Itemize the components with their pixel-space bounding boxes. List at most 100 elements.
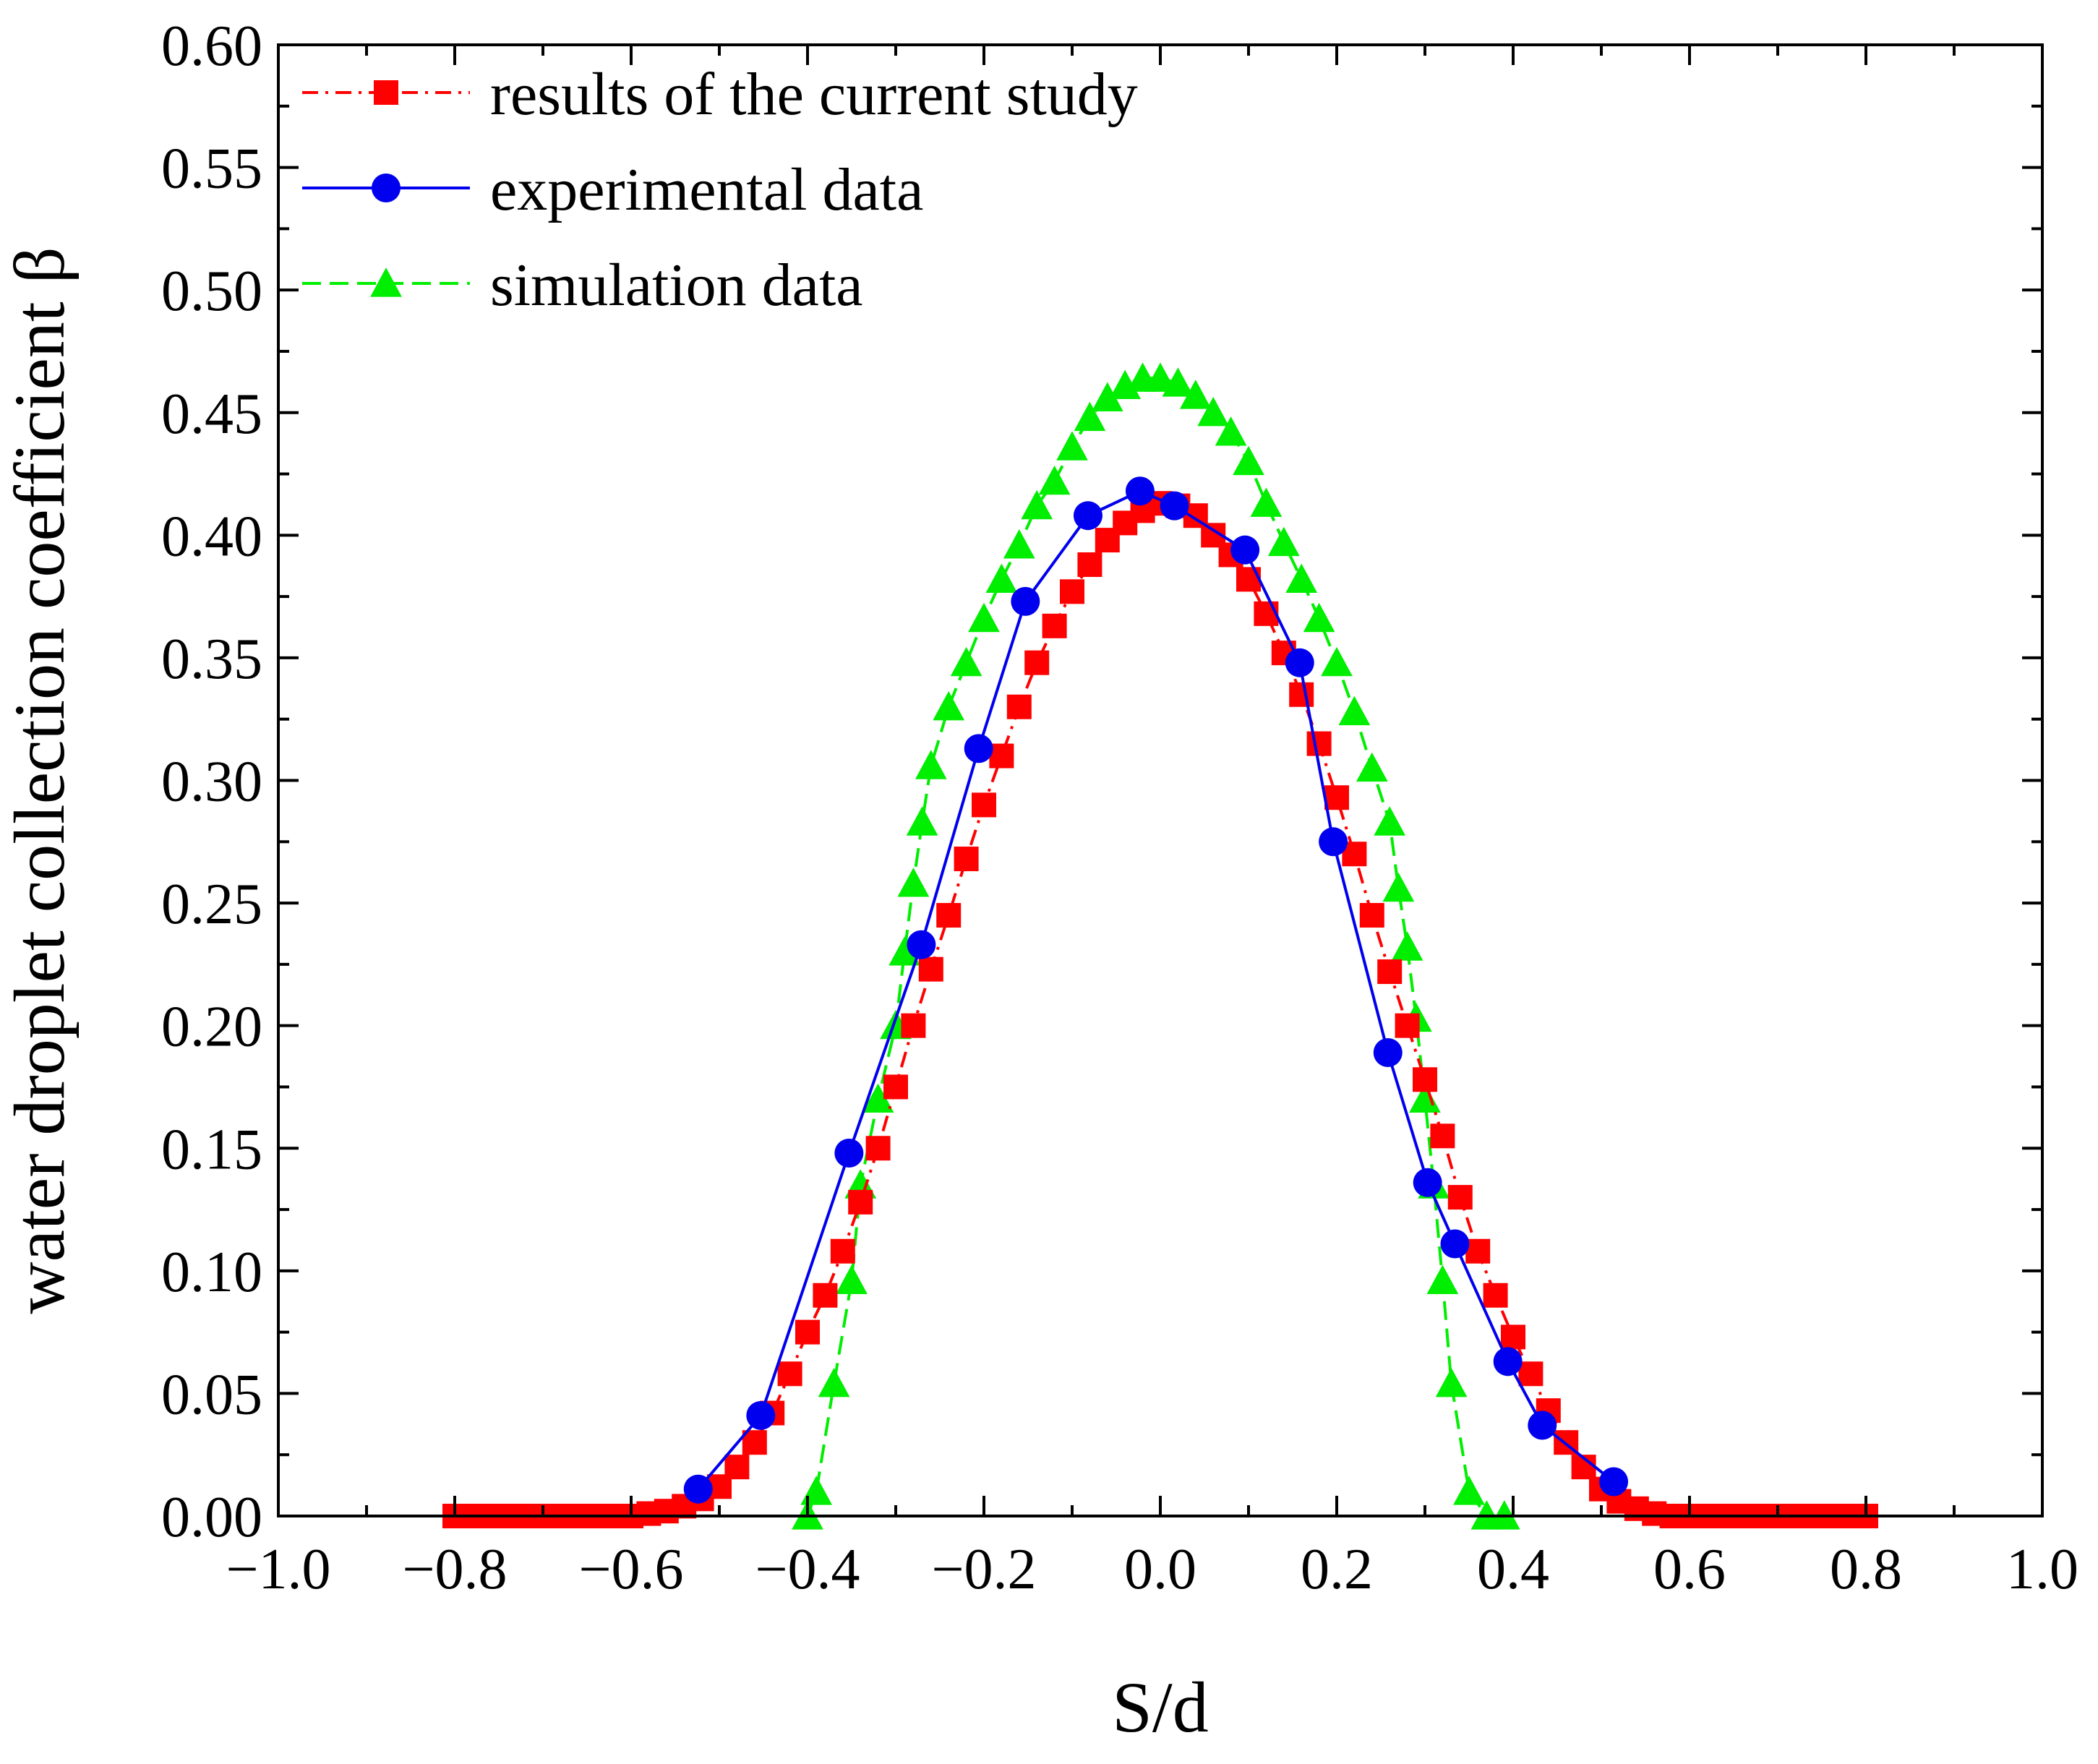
y-tick-label: 0.25 [161,873,262,936]
data-point-triangle [836,1264,868,1294]
data-point-square [1042,613,1067,638]
y-axis-ticks: 0.00 0.05 0.10 0.15 0.20 0.25 0.30 0.35 0.40 0.45… [161,14,2042,1549]
data-point-triangle [1074,401,1106,432]
data-point-triangle [1215,416,1247,446]
series-line [455,502,1866,1517]
data-point-triangle [906,806,938,836]
x-tick-label: −0.6 [578,1538,683,1601]
data-point-square [1006,694,1032,719]
data-point-triangle [1338,695,1371,726]
x-tick-label: 0.0 [1124,1538,1196,1601]
data-point-triangle [1091,382,1123,411]
legend-label: experimental data [490,156,923,223]
data-point-square [936,903,962,928]
data-point-square [1447,1185,1473,1210]
legend-label: results of the current study [490,61,1138,128]
data-point-triangle [1021,489,1053,520]
data-point-triangle [800,1476,833,1505]
y-tick-label: 0.00 [161,1486,262,1549]
x-tick-label: −1.0 [226,1538,330,1601]
data-point-square [1413,1067,1437,1092]
data-point-triangle [1233,445,1264,476]
data-point-square [1077,552,1102,578]
data-point-square [883,1074,908,1100]
data-point-circle [1285,648,1314,677]
legend-marker-circle [372,174,401,202]
data-point-triangle [1391,931,1423,961]
data-point-square [1430,1123,1455,1149]
y-tick-label: 0.40 [161,505,262,568]
data-point-triangle [915,750,947,779]
data-point-square [1377,959,1403,985]
series-square [442,491,1878,1528]
data-point-triangle [1453,1476,1485,1505]
data-point-triangle [968,602,1000,633]
data-point-triangle [818,1368,850,1397]
data-point-circle [1319,827,1348,857]
data-point-triangle [1382,872,1415,902]
data-point-square [1518,1361,1543,1387]
x-tick-label: 0.4 [1477,1538,1549,1601]
y-tick-label: 0.45 [161,382,262,446]
data-point-circle [1160,491,1189,521]
data-point-square [1483,1283,1508,1308]
data-point-triangle [862,1083,894,1113]
y-tick-label: 0.60 [161,14,262,78]
data-point-triangle [985,563,1018,593]
plot-data-layer [442,362,1878,1530]
data-point-square [830,1238,855,1264]
data-point-triangle [1374,806,1406,836]
data-point-circle [1073,501,1102,531]
y-tick-label: 0.30 [161,750,262,814]
legend: results of the current study experimental… [302,61,1138,319]
x-tick-label: −0.4 [755,1538,860,1601]
data-point-triangle [1056,431,1088,461]
data-point-circle [907,930,936,959]
data-point-square [1359,903,1384,928]
data-point-circle [1125,476,1155,506]
y-tick-label: 0.50 [161,260,262,323]
data-point-circle [1493,1347,1523,1376]
data-point-square [918,956,943,982]
y-tick-label: 0.35 [161,628,262,691]
x-tick-label: −0.2 [931,1538,1036,1601]
data-point-triangle [1356,752,1388,782]
data-point-triangle [1267,526,1300,557]
data-point-triangle [1285,563,1318,593]
data-point-triangle [1303,602,1335,633]
data-point-circle [746,1400,776,1430]
data-point-square [1236,567,1261,592]
series-triangle [792,362,1520,1530]
x-tick-label: 0.8 [1830,1538,1902,1601]
series-line [697,489,1615,1490]
y-tick-label: 0.55 [161,137,262,201]
data-point-square [901,1013,926,1038]
data-point-triangle [1250,487,1283,517]
data-point-circle [1599,1467,1629,1497]
data-point-circle [964,734,993,763]
x-tick-label: 0.2 [1301,1538,1373,1601]
y-tick-label: 0.20 [161,996,262,1059]
y-tick-label: 0.05 [161,1363,262,1426]
data-point-square [865,1136,891,1161]
data-point-circle [1413,1168,1442,1197]
data-point-square [1465,1238,1491,1264]
x-axis-ticks: −1.0 −0.8 −0.6 −0.4 −0.2 0.0 0.2 0.4 0.6 0.8 1.0 [226,45,2078,1601]
data-point-triangle [1038,465,1071,495]
data-point-circle [1230,535,1260,565]
x-tick-label: −0.8 [402,1538,507,1601]
data-point-triangle [1162,367,1194,397]
data-point-square [972,792,996,818]
data-point-square [813,1283,838,1308]
data-point-circle [1373,1037,1403,1067]
data-point-triangle [1426,1264,1459,1294]
y-tick-label: 0.10 [161,1241,262,1304]
data-point-triangle [1003,529,1035,559]
legend-marker-square [374,80,398,105]
data-point-square [848,1189,873,1215]
data-point-circle [1440,1229,1470,1259]
data-point-square [1289,682,1314,707]
data-point-square [1024,650,1050,675]
x-tick-label: 1.0 [2006,1538,2078,1601]
data-point-triangle [1179,380,1212,409]
